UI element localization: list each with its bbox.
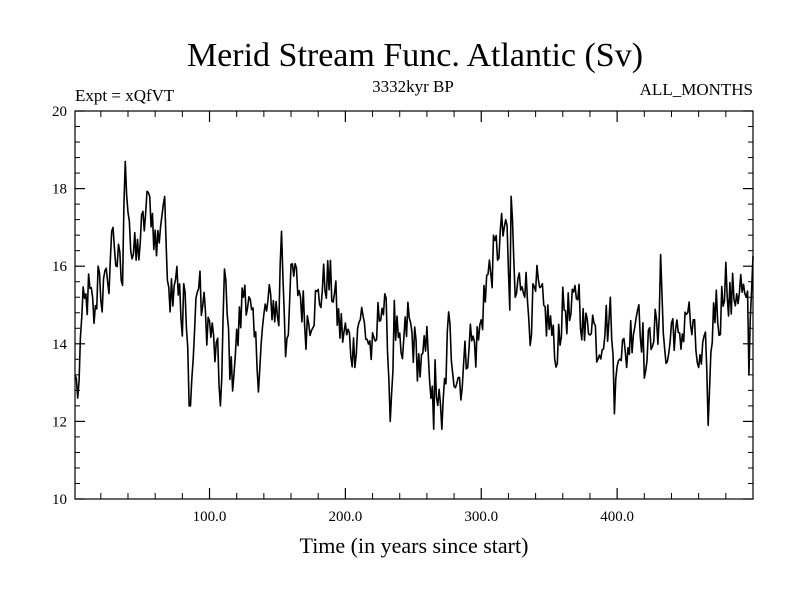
x-tick-label: 200.0 — [329, 509, 363, 525]
y-tick-label: 18 — [52, 182, 67, 198]
y-tick-label: 20 — [52, 104, 67, 120]
y-tick-label: 16 — [52, 259, 68, 275]
x-axis: 100.0 200.0 300.0 400.0 — [193, 111, 634, 525]
period-label: 3332kyr BP — [372, 77, 454, 96]
y-tick-label: 12 — [52, 414, 67, 430]
x-tick-label: 300.0 — [464, 509, 498, 525]
x-tick-label: 100.0 — [193, 509, 227, 525]
experiment-label: Expt = xQfVT — [75, 86, 175, 105]
y-tick-label: 10 — [52, 492, 67, 508]
x-axis-label: Time (in years since start) — [300, 533, 529, 558]
plot-frame — [74, 110, 754, 500]
y-axis: 10 12 14 16 18 20 — [52, 104, 753, 508]
chart-title: Merid Stream Func. Atlantic (Sv) — [187, 37, 643, 74]
y-tick-label: 14 — [52, 337, 68, 353]
months-label: ALL_MONTHS — [640, 80, 753, 99]
series-line — [74, 160, 754, 430]
minor-ticks — [75, 111, 753, 499]
x-tick-label: 400.0 — [600, 509, 634, 525]
